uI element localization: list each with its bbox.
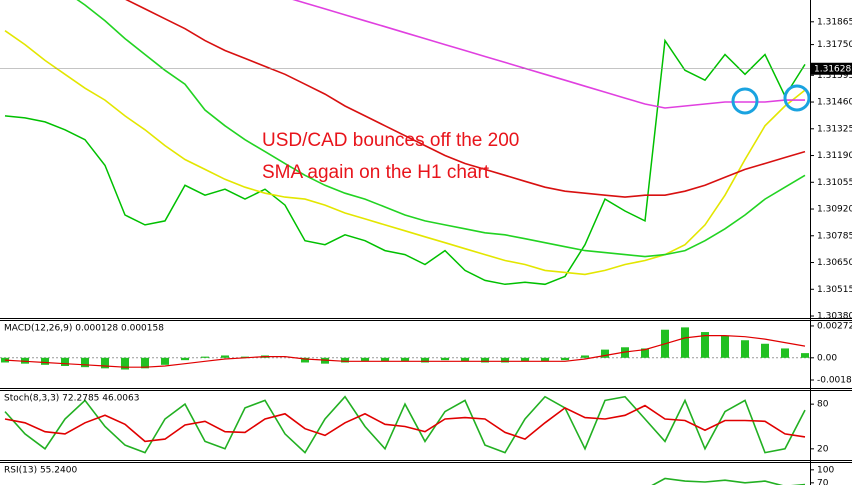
y-tick-label: 1.30920	[817, 205, 852, 215]
histogram-bar	[161, 357, 169, 365]
histogram-bar	[781, 348, 789, 358]
pane-label: MACD(12,26,9) 0.000128 0.000158	[4, 324, 164, 334]
histogram-bar	[121, 357, 129, 370]
y-tick-label: 0.002722	[817, 321, 852, 331]
y-tick-label: 1.31595	[817, 71, 852, 81]
highlight-circle	[783, 84, 811, 112]
histogram-bar	[181, 357, 189, 361]
y-tick-label: 1.31460	[817, 98, 852, 108]
histogram-bar	[601, 349, 609, 358]
series-line	[292, 0, 805, 109]
histogram-bar	[441, 357, 449, 361]
histogram-bar	[301, 357, 309, 363]
histogram-bar	[561, 357, 569, 361]
pane	[651, 477, 806, 485]
pane-label: RSI(13) 55.2400	[4, 466, 77, 476]
series-line	[4, 395, 806, 454]
pane	[4, 395, 806, 454]
histogram-bar	[641, 348, 649, 358]
highlight-circle	[731, 87, 759, 115]
histogram-bar	[481, 357, 489, 363]
y-tick-label: 1.30380	[817, 312, 852, 322]
pane-label: Stoch(8,3,3) 72.2785 46.0063	[4, 394, 139, 404]
histogram-bar	[741, 340, 749, 358]
histogram-bar	[501, 357, 509, 363]
y-tick-label: 100	[817, 465, 834, 475]
histogram-bar	[61, 357, 69, 366]
y-tick-label: 0.00	[817, 353, 837, 363]
histogram-bar	[101, 357, 109, 369]
last-price-label: 1.31628	[814, 64, 851, 74]
pane	[0, 327, 810, 370]
series-line	[125, 0, 806, 198]
histogram-bar	[341, 357, 349, 363]
histogram-bar	[221, 355, 229, 358]
y-tick-label: 1.30515	[817, 285, 852, 295]
y-tick-label: 1.31750	[817, 40, 852, 50]
series-line	[4, 335, 806, 368]
y-tick-label: 1.31865	[817, 17, 852, 27]
annotation: SMA again on the H1 chart	[262, 162, 490, 183]
histogram-bar	[801, 353, 809, 358]
histogram-bar	[421, 357, 429, 363]
histogram-bar	[401, 357, 409, 362]
y-tick-label: -0.001897	[817, 376, 852, 386]
pane	[4, 0, 806, 286]
last-price-box	[811, 62, 852, 75]
histogram-bar	[761, 343, 769, 358]
series-line	[651, 477, 806, 485]
histogram-bar	[581, 355, 589, 358]
histogram-bar	[41, 357, 49, 365]
histogram-bar	[381, 357, 389, 362]
histogram-bar	[461, 357, 469, 362]
series-line	[76, 0, 806, 258]
histogram-bar	[521, 357, 529, 362]
histogram-bar	[541, 357, 549, 362]
y-tick-label: 70	[817, 478, 829, 485]
histogram-bar	[721, 335, 729, 358]
series-line	[4, 404, 806, 443]
histogram-bar	[361, 357, 369, 362]
histogram-bar	[701, 332, 709, 358]
histogram-bar	[321, 357, 329, 364]
y-tick-label: 1.30785	[817, 231, 852, 241]
series-line	[4, 38, 806, 286]
histogram-bar	[681, 327, 689, 358]
annotation: USD/CAD bounces off the 200	[262, 130, 519, 151]
histogram-bar	[141, 357, 149, 369]
y-tick-label: 1.31190	[817, 151, 852, 161]
histogram-bar	[81, 357, 89, 368]
series-line	[4, 30, 806, 276]
y-tick-label: 1.31325	[817, 124, 852, 134]
y-tick-label: 20	[817, 444, 829, 454]
y-tick-label: 1.31055	[817, 178, 852, 188]
histogram-bar	[201, 356, 209, 358]
y-tick-label: 80	[817, 400, 829, 410]
y-tick-label: 1.30650	[817, 258, 852, 268]
